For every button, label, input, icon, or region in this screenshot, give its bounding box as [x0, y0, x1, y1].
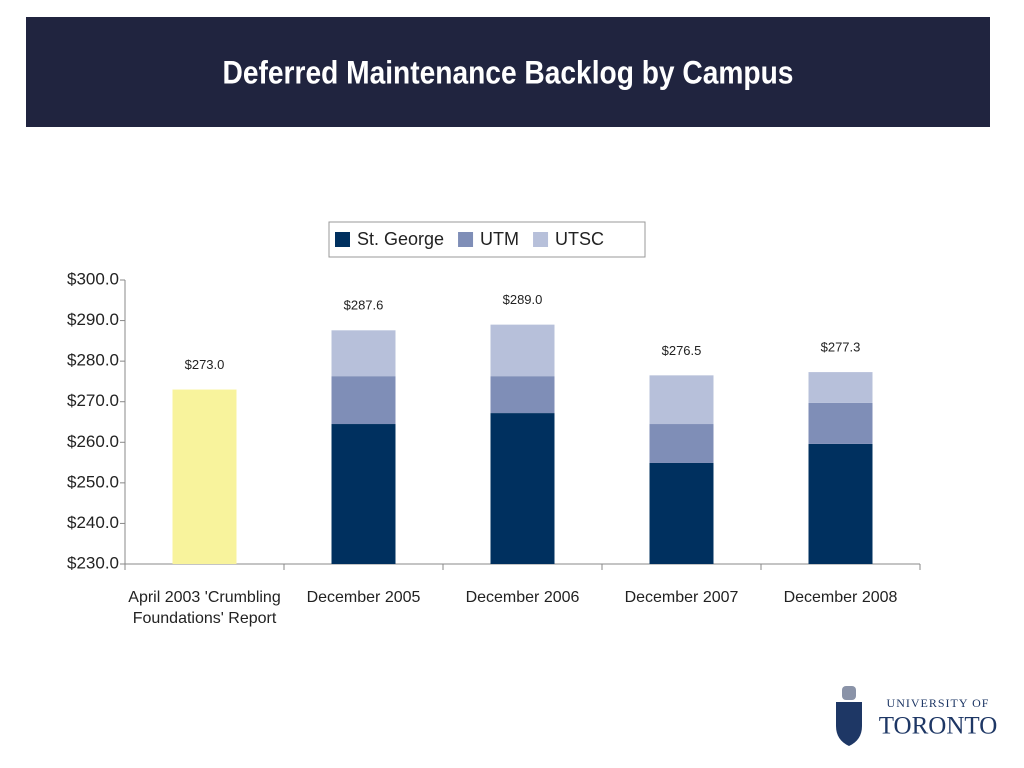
- slide-title: Deferred Maintenance Backlog by Campus: [223, 56, 794, 91]
- bar-segment: [649, 375, 714, 425]
- bar: [172, 389, 237, 564]
- x-tick-label: Foundations' Report: [133, 610, 277, 627]
- bar-segment: [331, 330, 396, 377]
- bar-segment: [808, 443, 873, 564]
- bar-segment: [331, 424, 396, 564]
- y-tick-label: $260.0: [67, 432, 119, 451]
- y-tick-label: $280.0: [67, 351, 119, 370]
- legend-label: UTSC: [555, 229, 604, 249]
- logo-line1: UNIVERSITY OF: [887, 696, 990, 710]
- x-tick-label: December 2008: [784, 589, 898, 606]
- logo-crown: [842, 686, 856, 700]
- bar-segment: [490, 324, 555, 377]
- y-tick-label: $270.0: [67, 391, 119, 410]
- logo-line2: TORONTO: [879, 713, 998, 740]
- legend-label: St. George: [357, 229, 444, 249]
- bar-segment: [649, 424, 714, 463]
- x-tick-label: December 2005: [307, 589, 421, 606]
- x-tick-label: December 2006: [466, 589, 580, 606]
- y-tick-label: $290.0: [67, 310, 119, 329]
- bar-segment: [490, 413, 555, 564]
- y-tick-label: $250.0: [67, 472, 119, 491]
- x-tick-label: December 2007: [625, 589, 739, 606]
- bar-segment: [331, 376, 396, 425]
- value-label: $277.3: [821, 340, 861, 355]
- y-tick-label: $300.0: [67, 269, 119, 288]
- bar-segment: [808, 402, 873, 444]
- bar-segment: [808, 372, 873, 403]
- bar-segment: [649, 462, 714, 564]
- legend-label: UTM: [480, 229, 519, 249]
- y-tick-label: $230.0: [67, 553, 119, 572]
- value-label: $289.0: [503, 292, 543, 307]
- legend-swatch: [335, 232, 350, 247]
- x-tick-label: April 2003 'Crumbling: [128, 589, 280, 606]
- logo-crest: [836, 702, 862, 746]
- value-label: $273.0: [185, 357, 225, 372]
- legend-swatch: [458, 232, 474, 247]
- header-band: [26, 17, 990, 127]
- legend-box: [328, 221, 646, 258]
- value-label: $276.5: [662, 343, 702, 358]
- y-tick-label: $240.0: [67, 513, 119, 532]
- logo: UNIVERSITY OF TORONTO: [836, 686, 997, 746]
- value-label: $287.6: [344, 298, 384, 313]
- legend-swatch: [533, 232, 549, 247]
- bar-segment: [490, 376, 555, 414]
